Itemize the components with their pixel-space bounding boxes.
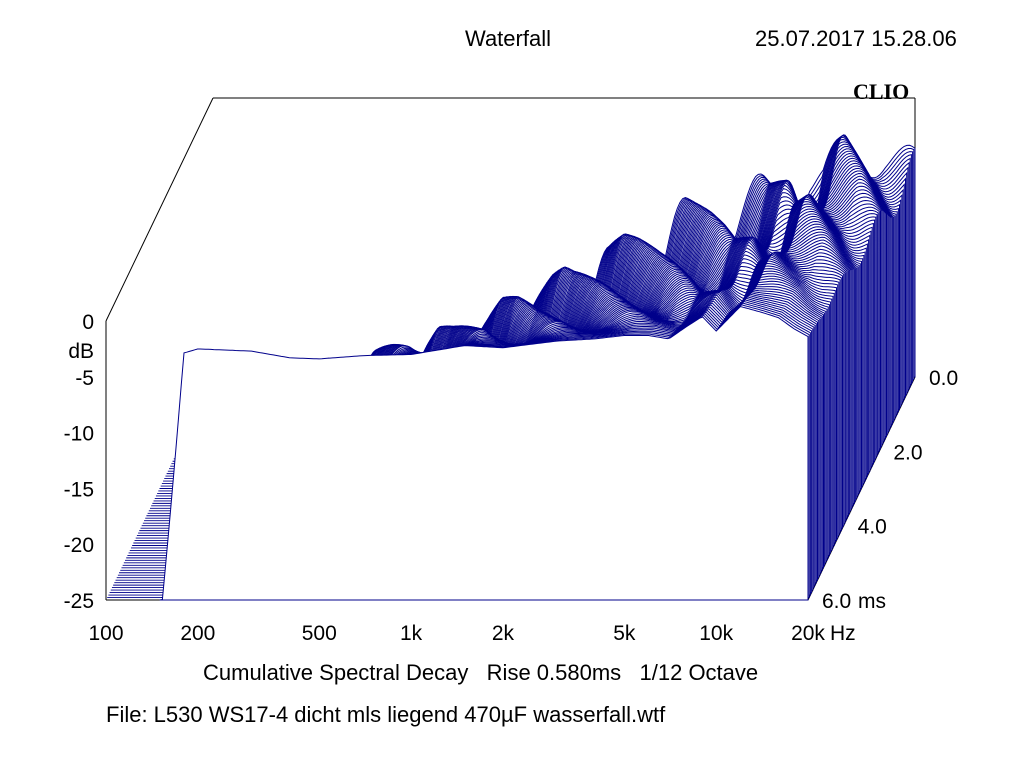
x-tick-label: 2k xyxy=(492,622,515,645)
x-tick-label: 500 xyxy=(302,622,337,645)
chart-subtitle: Cumulative Spectral Decay Rise 0.580ms 1… xyxy=(203,660,759,685)
x-tick-label: 1k xyxy=(400,622,423,645)
y-tick-label: -15 xyxy=(64,478,94,501)
file-name: File: L530 WS17-4 dicht mls liegend 470µ… xyxy=(106,702,666,727)
y-axis: 0 -5 -10 -15 -20 -25 dB xyxy=(64,311,94,613)
y-axis-label: dB xyxy=(68,340,94,363)
waterfall-slice xyxy=(159,305,809,601)
y-tick-label: -25 xyxy=(64,590,94,613)
x-tick-label: 100 xyxy=(88,622,123,645)
measurement-datetime: 25.07.2017 15.28.06 xyxy=(755,26,957,51)
clio-logo: CLIO xyxy=(853,79,909,104)
frame-edge xyxy=(105,97,214,322)
y-tick-label: -5 xyxy=(75,367,94,390)
y-tick-label: 0 xyxy=(82,311,94,334)
z-tick-label: 2.0 xyxy=(893,441,922,464)
x-tick-label: 10k xyxy=(699,622,733,645)
z-axis-label: ms xyxy=(858,590,886,613)
x-tick-label: 200 xyxy=(180,622,215,645)
x-axis: 100 200 500 1k 2k 5k 10k 20k Hz xyxy=(88,622,855,645)
chart-title: Waterfall xyxy=(465,26,551,51)
y-tick-label: -20 xyxy=(64,534,94,557)
y-tick-label: -10 xyxy=(64,423,94,446)
z-tick-label: 6.0 xyxy=(822,590,851,613)
waterfall-slices xyxy=(159,134,916,601)
z-axis: 0.0 2.0 4.0 6.0 ms xyxy=(822,367,958,613)
x-tick-label: 20k xyxy=(791,622,825,645)
x-tick-label: 5k xyxy=(613,622,636,645)
z-tick-label: 0.0 xyxy=(929,367,958,390)
z-tick-label: 4.0 xyxy=(858,516,887,539)
x-axis-label: Hz xyxy=(830,622,856,645)
